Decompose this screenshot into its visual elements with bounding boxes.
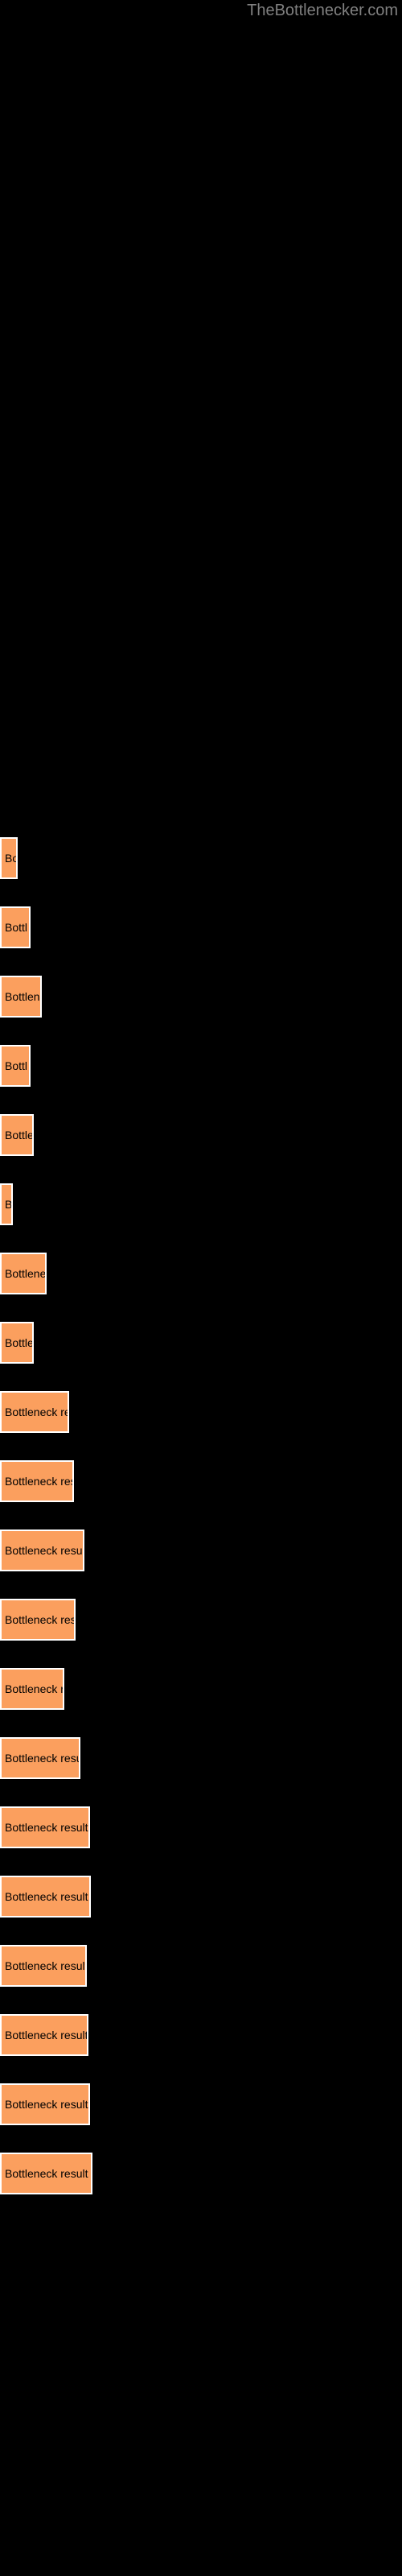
bar-row: Bottleneck result xyxy=(0,1876,402,1918)
bar-row: Bottle xyxy=(0,1322,402,1364)
chart-bar: Bottleneck result xyxy=(0,1806,90,1848)
chart-bar: Bottle xyxy=(0,1114,34,1156)
chart-bar: Bottleneck re xyxy=(0,1391,69,1433)
bar-row: Bottleneck re xyxy=(0,1391,402,1433)
chart-bar: Bottle xyxy=(0,1322,34,1364)
bar-row: Bottleneck result xyxy=(0,1530,402,1571)
chart-bar: Bottleneck result xyxy=(0,1530,84,1571)
bar-row: Bottlene xyxy=(0,976,402,1018)
bar-row: B xyxy=(0,1183,402,1225)
chart-bar: Bottleneck result xyxy=(0,1876,91,1918)
bar-row: Bottl xyxy=(0,906,402,948)
chart-bar: Bottleneck result xyxy=(0,2014,88,2056)
bar-row: Bottleneck result xyxy=(0,2153,402,2194)
bar-row: Bottleneck result xyxy=(0,2014,402,2056)
chart-bar: Bottlene xyxy=(0,1253,47,1294)
bar-row: Bottleneck result xyxy=(0,1806,402,1848)
bar-row: Bottleneck resu xyxy=(0,1737,402,1779)
bar-row: Bottleneck res xyxy=(0,1599,402,1641)
bar-row: Bottleneck r xyxy=(0,1668,402,1710)
chart-bar: Bo xyxy=(0,837,18,879)
bar-row: Bottleneck result xyxy=(0,1945,402,1987)
bar-row: Bottlene xyxy=(0,1253,402,1294)
bar-chart: Bo Bottl Bottlene Bottl Bottle B Bottlene Bottl… xyxy=(0,0,402,2254)
bar-row: Bottleneck result xyxy=(0,2083,402,2125)
chart-bar: Bottleneck result xyxy=(0,2083,90,2125)
chart-bar: Bottleneck res xyxy=(0,1460,74,1502)
watermark-text: TheBottlenecker.com xyxy=(247,2,398,20)
chart-bar: Bottl xyxy=(0,906,31,948)
chart-bar: Bottl xyxy=(0,1045,31,1087)
bar-row: Bo xyxy=(0,837,402,879)
bar-row: Bottleneck res xyxy=(0,1460,402,1502)
chart-bar: Bottlene xyxy=(0,976,42,1018)
chart-bar: Bottleneck r xyxy=(0,1668,64,1710)
chart-bar: B xyxy=(0,1183,13,1225)
chart-bar: Bottleneck result xyxy=(0,2153,92,2194)
chart-bar: Bottleneck res xyxy=(0,1599,76,1641)
bar-row: Bottl xyxy=(0,1045,402,1087)
chart-bar: Bottleneck result xyxy=(0,1945,87,1987)
chart-bar: Bottleneck resu xyxy=(0,1737,80,1779)
bar-row: Bottle xyxy=(0,1114,402,1156)
